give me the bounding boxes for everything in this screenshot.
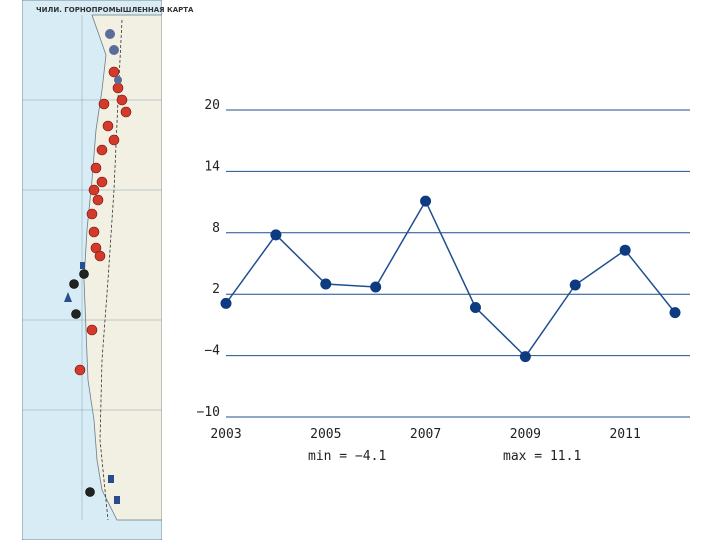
y-tick-label: 8 [212,221,220,236]
x-tick-label: 2003 [210,427,241,442]
data-point [519,351,531,363]
chile-mining-map [22,0,162,540]
data-point [420,195,432,207]
y-tick-label: 2 [212,282,220,297]
x-tick-label: 2005 [310,427,341,442]
series-line [225,199,676,358]
y-tick-labels: 20 14 8 2 −4 −10 [197,98,221,420]
x-tick-labels: 2003 2005 2007 2009 2011 [210,427,640,442]
y-tick-label: −10 [197,405,220,420]
x-tick-label: 2009 [510,427,541,442]
x-tick-label: 2007 [410,427,441,442]
max-annotation: max = 11.1 [503,449,581,464]
data-point [569,279,581,291]
data-point [320,278,332,290]
data-point [370,281,382,293]
data-point [619,244,631,256]
data-point [669,307,681,319]
y-tick-label: −4 [204,344,220,359]
x-tick-label: 2011 [609,427,640,442]
min-annotation: min = −4.1 [308,449,386,464]
data-point [469,302,481,314]
data-point [220,297,232,309]
map-title: ЧИЛИ. ГОРНОПРОМЫШЛЕННАЯ КАРТА [36,6,194,14]
grid-lines [226,109,690,418]
y-tick-label: 14 [204,159,220,174]
data-point [270,229,282,241]
y-tick-label: 20 [204,98,220,113]
data-points [220,195,681,363]
